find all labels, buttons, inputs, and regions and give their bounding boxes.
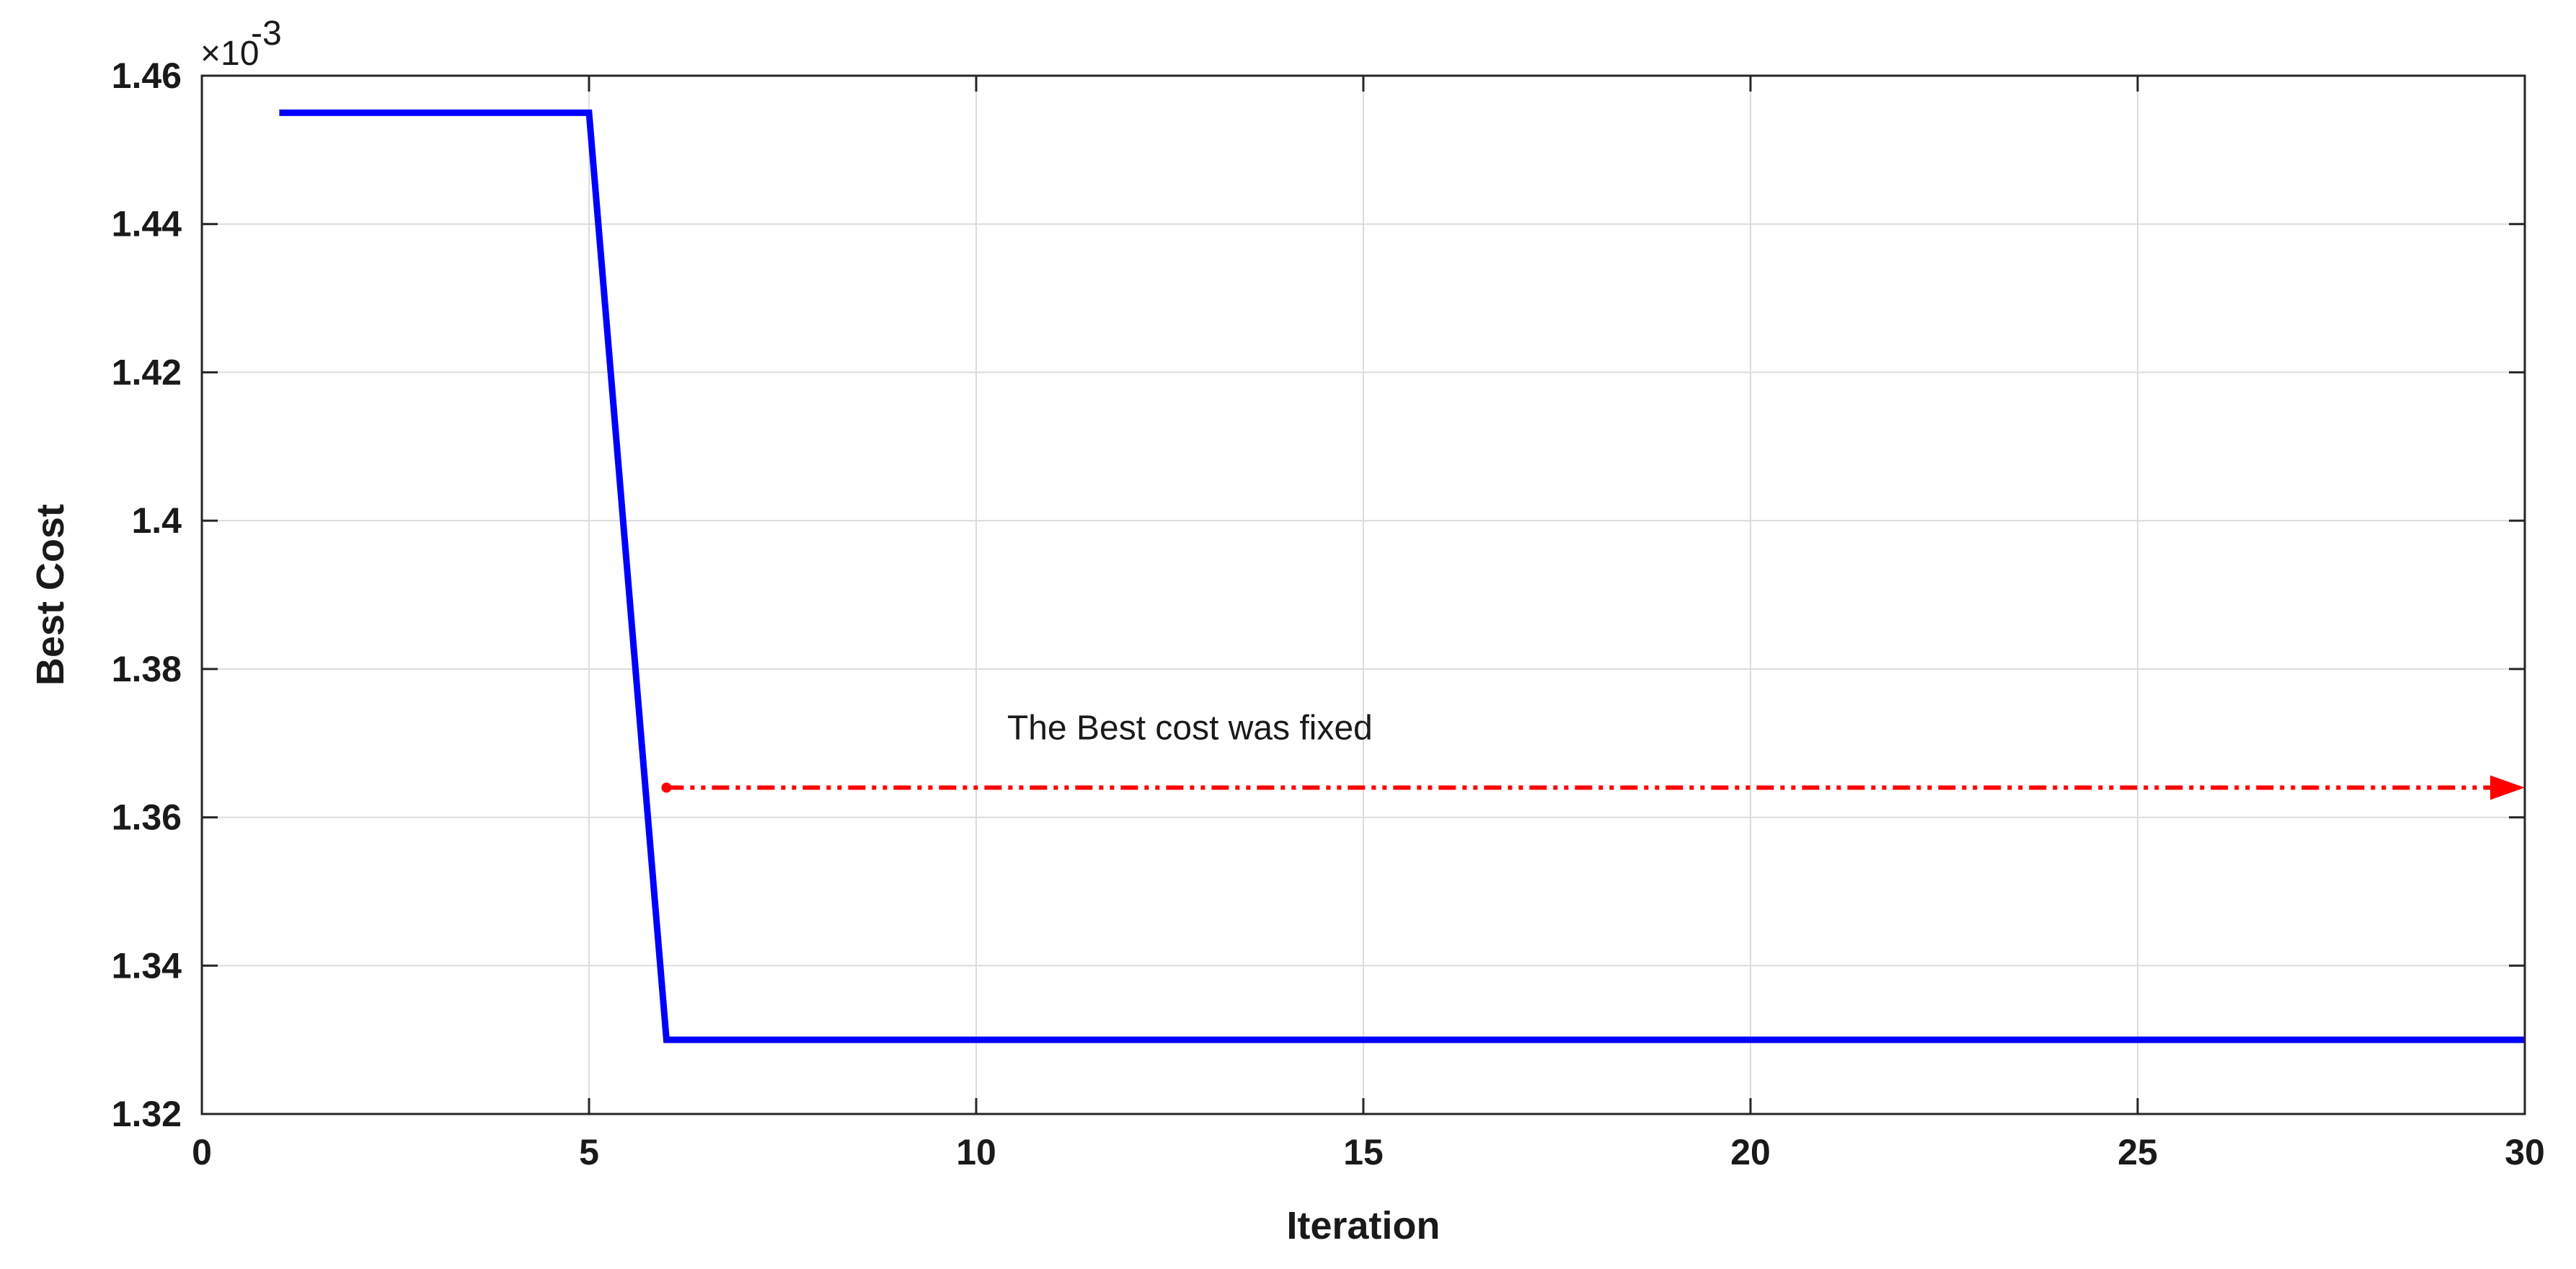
y-tick-label: 1.32 [112,1094,182,1134]
annotation-layer [661,775,2525,800]
y-exponent-power: -3 [251,14,282,53]
series-line [279,109,2525,1043]
x-tick-label: 25 [2117,1132,2158,1172]
ticks [200,74,2526,1115]
annotation-arrow-tail [661,782,672,793]
annotation-text: The Best cost was fixed [1007,709,1373,748]
annotation-arrow-head [2490,775,2525,800]
y-tick-label: 1.44 [112,204,182,244]
x-tick-label: 5 [579,1132,599,1172]
x-tick-label: 10 [956,1132,996,1172]
series-layer [279,109,2525,1043]
y-tick-label: 1.34 [112,945,182,986]
tick-labels: 0 5 10 15 20 25 30 1.32 1.34 1.36 1.38 1.4 1.42 1.44 1… [112,56,2545,1172]
x-tick-label: 30 [2505,1132,2545,1172]
grid [201,75,2526,1115]
x-tick-label: 20 [1730,1132,1771,1172]
y-exponent-label: ×10 [200,35,259,73]
y-tick-label: 1.4 [131,500,182,541]
y-tick-label: 1.36 [112,797,182,838]
y-tick-label: 1.42 [112,352,182,392]
x-tick-label: 15 [1343,1132,1384,1172]
x-axis-title: Iteration [1286,1204,1440,1247]
y-tick-label: 1.46 [112,56,182,96]
x-tick-label: 0 [192,1132,212,1172]
y-tick-label: 1.38 [112,649,182,689]
y-axis-title: Best Cost [29,504,72,686]
